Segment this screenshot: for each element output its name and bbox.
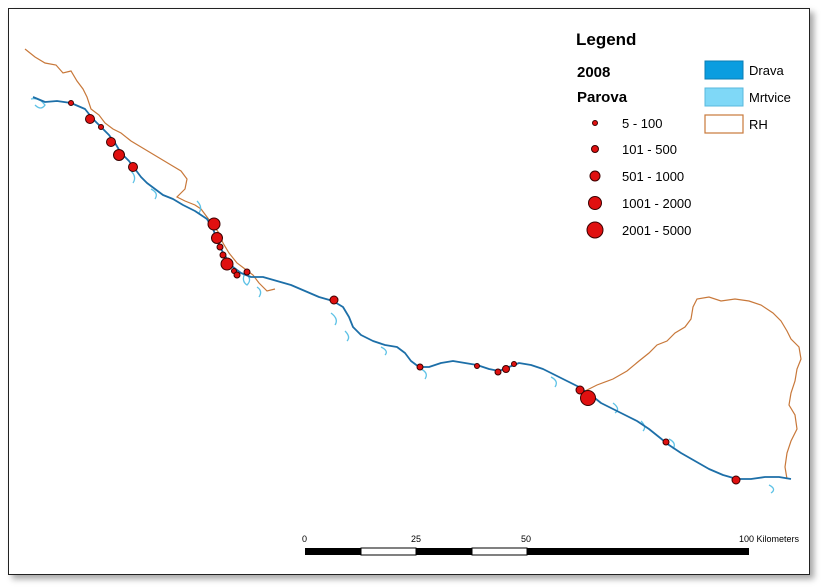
legend-classes <box>586 120 604 239</box>
oxbow <box>550 376 557 388</box>
legend-year: 2008 <box>577 64 610 81</box>
legend-swatch-rh <box>704 114 744 134</box>
legend-class-symbol <box>586 221 604 239</box>
legend-symbol-title: Parova <box>577 89 628 106</box>
oxbow <box>612 402 619 414</box>
legend-class-symbol <box>592 120 598 126</box>
scale-tick-label: 100 Kilometers <box>739 534 800 544</box>
rh-border <box>24 48 802 480</box>
scale-segment <box>360 547 417 556</box>
point-501-1000 <box>85 114 95 124</box>
oxbow <box>130 170 136 184</box>
legend-class-label: 501 - 1000 <box>622 169 684 184</box>
rh-border-segment-east <box>580 296 802 480</box>
point-101-500 <box>494 368 502 376</box>
point-5-100 <box>98 124 104 130</box>
scale-segment <box>471 547 528 556</box>
scale-bar: 0 25 50 100 Kilometers <box>302 534 800 556</box>
scale-segment <box>527 548 749 555</box>
oxbow <box>420 368 427 380</box>
point-5-100 <box>68 100 74 106</box>
scale-tick-label: 50 <box>521 534 531 544</box>
legend-swatch-mrtvice <box>704 87 744 107</box>
point-101-500 <box>219 251 227 259</box>
legend-class-symbol <box>591 145 599 153</box>
scale-tick-label: 25 <box>411 534 421 544</box>
legend-layer-label: Drava <box>749 63 784 78</box>
oxbow <box>196 200 202 214</box>
drava-river <box>32 96 792 480</box>
legend: Legend 2008 Parova 5 - 100 101 - 500 501… <box>576 30 791 239</box>
scale-segment <box>416 548 472 555</box>
legend-class-symbol <box>588 196 602 210</box>
oxbow <box>344 330 350 342</box>
point-101-500 <box>416 363 424 371</box>
point-101-500 <box>502 365 510 373</box>
point-5-100 <box>474 363 480 369</box>
point-101-500 <box>216 243 224 251</box>
map-canvas: Legend 2008 Parova 5 - 100 101 - 500 501… <box>24 30 802 556</box>
rh-border-segment-west <box>24 48 276 292</box>
point-501-1000 <box>128 162 138 172</box>
legend-class-symbol <box>589 170 601 182</box>
point-101-500 <box>243 268 251 276</box>
point-5-100 <box>511 361 517 367</box>
point-501-1000 <box>575 385 585 395</box>
oxbow <box>768 484 775 494</box>
legend-class-label: 1001 - 2000 <box>622 196 691 211</box>
point-1001-2000 <box>220 257 234 271</box>
point-501-1000 <box>106 137 116 147</box>
oxbow <box>380 346 387 356</box>
legend-layer-label: RH <box>749 117 768 132</box>
point-2001-5000 <box>580 390 596 406</box>
point-501-1000 <box>329 295 339 305</box>
legend-class-label: 101 - 500 <box>622 142 677 157</box>
legend-class-label: 2001 - 5000 <box>622 223 691 238</box>
legend-class-label: 5 - 100 <box>622 116 662 131</box>
oxbow <box>330 312 337 326</box>
point-101-500 <box>233 271 241 279</box>
point-1001-2000 <box>207 217 221 231</box>
observation-points <box>68 100 741 485</box>
legend-title: Legend <box>576 30 636 49</box>
oxbow <box>150 188 157 200</box>
scale-segment <box>305 548 361 555</box>
legend-layer-label: Mrtvice <box>749 90 791 105</box>
scale-tick-label: 0 <box>302 534 307 544</box>
mrtvice-oxbows <box>30 97 775 494</box>
oxbow <box>256 286 262 298</box>
map-frame: Legend 2008 Parova 5 - 100 101 - 500 501… <box>8 8 810 575</box>
point-501-1000 <box>731 475 741 485</box>
point-1001-2000 <box>211 232 223 244</box>
point-1001-2000 <box>113 149 125 161</box>
point-101-500 <box>662 438 670 446</box>
legend-swatch-drava <box>704 60 744 80</box>
